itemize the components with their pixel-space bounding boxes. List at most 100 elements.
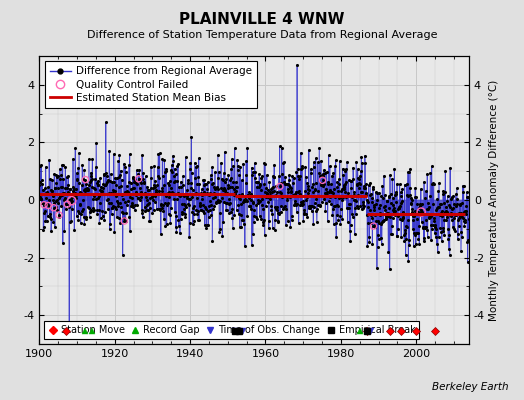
Point [93, 207, 101, 214]
Point [332, 234, 341, 240]
Point [214, 152, 222, 158]
Point [269, 188, 278, 194]
Point [240, 197, 248, 204]
Point [192, 207, 200, 214]
Point [194, 155, 203, 162]
Point [70, 192, 79, 198]
Point [203, 208, 212, 214]
Point [291, 201, 299, 207]
Point [108, 187, 117, 193]
Point [224, 182, 232, 188]
Point [126, 180, 135, 186]
Point [145, 218, 154, 224]
Point [384, 210, 392, 216]
Point [209, 206, 217, 212]
Point [79, 214, 88, 220]
Point [406, 192, 414, 198]
Point [203, 186, 212, 192]
Point [302, 194, 311, 200]
Point [244, 191, 252, 198]
Point [242, 158, 250, 164]
Point [335, 180, 343, 187]
Point [439, 191, 447, 197]
Point [278, 171, 287, 177]
Point [427, 222, 435, 228]
Point [51, 185, 59, 191]
Point [39, 186, 47, 193]
Point [169, 158, 178, 164]
Point [413, 229, 422, 236]
Point [115, 151, 124, 158]
Point [452, 196, 461, 202]
Point [228, 214, 237, 221]
Point [328, 212, 336, 218]
Point [421, 194, 430, 201]
Point [95, 207, 103, 213]
Point [391, 190, 400, 197]
Point [339, 166, 347, 172]
Point [190, 160, 199, 166]
Point [397, 234, 406, 240]
Point [118, 208, 126, 215]
Point [151, 198, 160, 205]
Point [300, 210, 308, 216]
Point [372, 189, 380, 196]
Point [215, 199, 223, 205]
Point [252, 179, 260, 185]
Point [325, 188, 334, 194]
Point [263, 193, 271, 200]
Point [193, 181, 201, 187]
Point [62, 174, 71, 180]
Point [246, 203, 255, 209]
Point [256, 181, 264, 187]
Point [78, 208, 86, 215]
Point [168, 189, 176, 195]
Point [319, 172, 328, 179]
Point [342, 179, 350, 186]
Point [257, 175, 266, 182]
Point [172, 224, 180, 230]
Point [258, 206, 267, 212]
Point [58, 162, 67, 168]
Point [86, 209, 94, 216]
Point [143, 183, 151, 190]
Point [185, 220, 194, 226]
Point [150, 193, 159, 200]
Point [120, 218, 128, 224]
Point [439, 225, 447, 231]
Point [373, 264, 381, 271]
Point [207, 175, 215, 182]
Point [198, 192, 206, 198]
Point [170, 166, 179, 172]
Point [398, 217, 406, 223]
Point [440, 232, 449, 238]
Point [399, 211, 408, 217]
Point [76, 200, 84, 207]
Point [77, 220, 85, 226]
Point [377, 220, 386, 227]
Point [318, 182, 326, 188]
Point [220, 199, 228, 205]
Point [129, 174, 138, 180]
Point [105, 190, 113, 196]
Point [343, 205, 351, 212]
Point [410, 232, 419, 238]
Point [152, 206, 161, 212]
Point [322, 168, 331, 175]
Point [245, 203, 254, 210]
Point [230, 186, 238, 192]
Point [406, 166, 414, 172]
Point [215, 229, 224, 236]
Point [147, 194, 156, 200]
Point [421, 225, 429, 231]
Point [431, 234, 440, 240]
Point [420, 224, 429, 230]
Point [371, 212, 379, 218]
Point [367, 212, 375, 218]
Point [414, 209, 422, 216]
Point [355, 176, 364, 182]
Point [263, 172, 271, 178]
Point [386, 172, 394, 178]
Point [463, 194, 471, 200]
Point [136, 185, 145, 191]
